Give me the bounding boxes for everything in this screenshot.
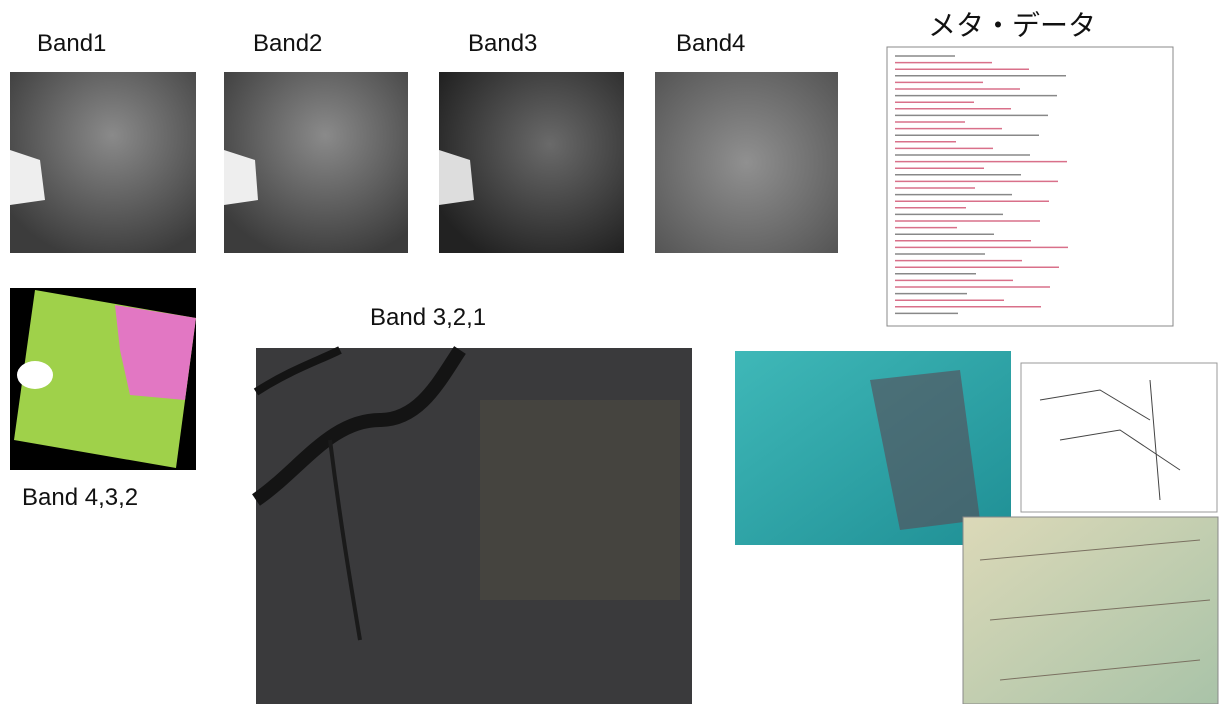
sketch-map <box>1020 362 1218 513</box>
band3-highlight <box>439 150 474 205</box>
band4-image <box>655 72 838 253</box>
metadata-frame <box>886 46 1174 327</box>
metadata-title: メタ・データ <box>928 10 1097 41</box>
composite-label: Band 3,2,1 <box>370 304 487 331</box>
cyan-map-district <box>870 370 980 530</box>
composite-432-cloud <box>17 361 53 389</box>
composite-321-urban <box>480 400 680 600</box>
band-images <box>10 72 838 253</box>
sketch-lines <box>1039 379 1181 501</box>
composite-321-river <box>252 346 466 506</box>
metadata-image <box>886 46 1174 327</box>
band-label: Band1 <box>37 30 107 57</box>
composite-321 <box>252 346 692 704</box>
composite-321-channel <box>328 439 362 641</box>
map-images <box>735 351 1219 704</box>
band-label: Band2 <box>253 30 323 57</box>
band1-image <box>10 72 196 253</box>
band2-highlight <box>224 150 258 205</box>
composite-432 <box>10 288 196 470</box>
composite-label: Band 4,3,2 <box>22 484 139 511</box>
band-label: Band4 <box>676 30 746 57</box>
band1-highlight <box>10 150 45 205</box>
composite-321-river2 <box>253 346 342 396</box>
old-map-lines <box>979 539 1211 681</box>
composite-432-pink <box>115 305 196 400</box>
band-label: Band3 <box>468 30 538 57</box>
metadata-lines <box>895 55 1068 315</box>
